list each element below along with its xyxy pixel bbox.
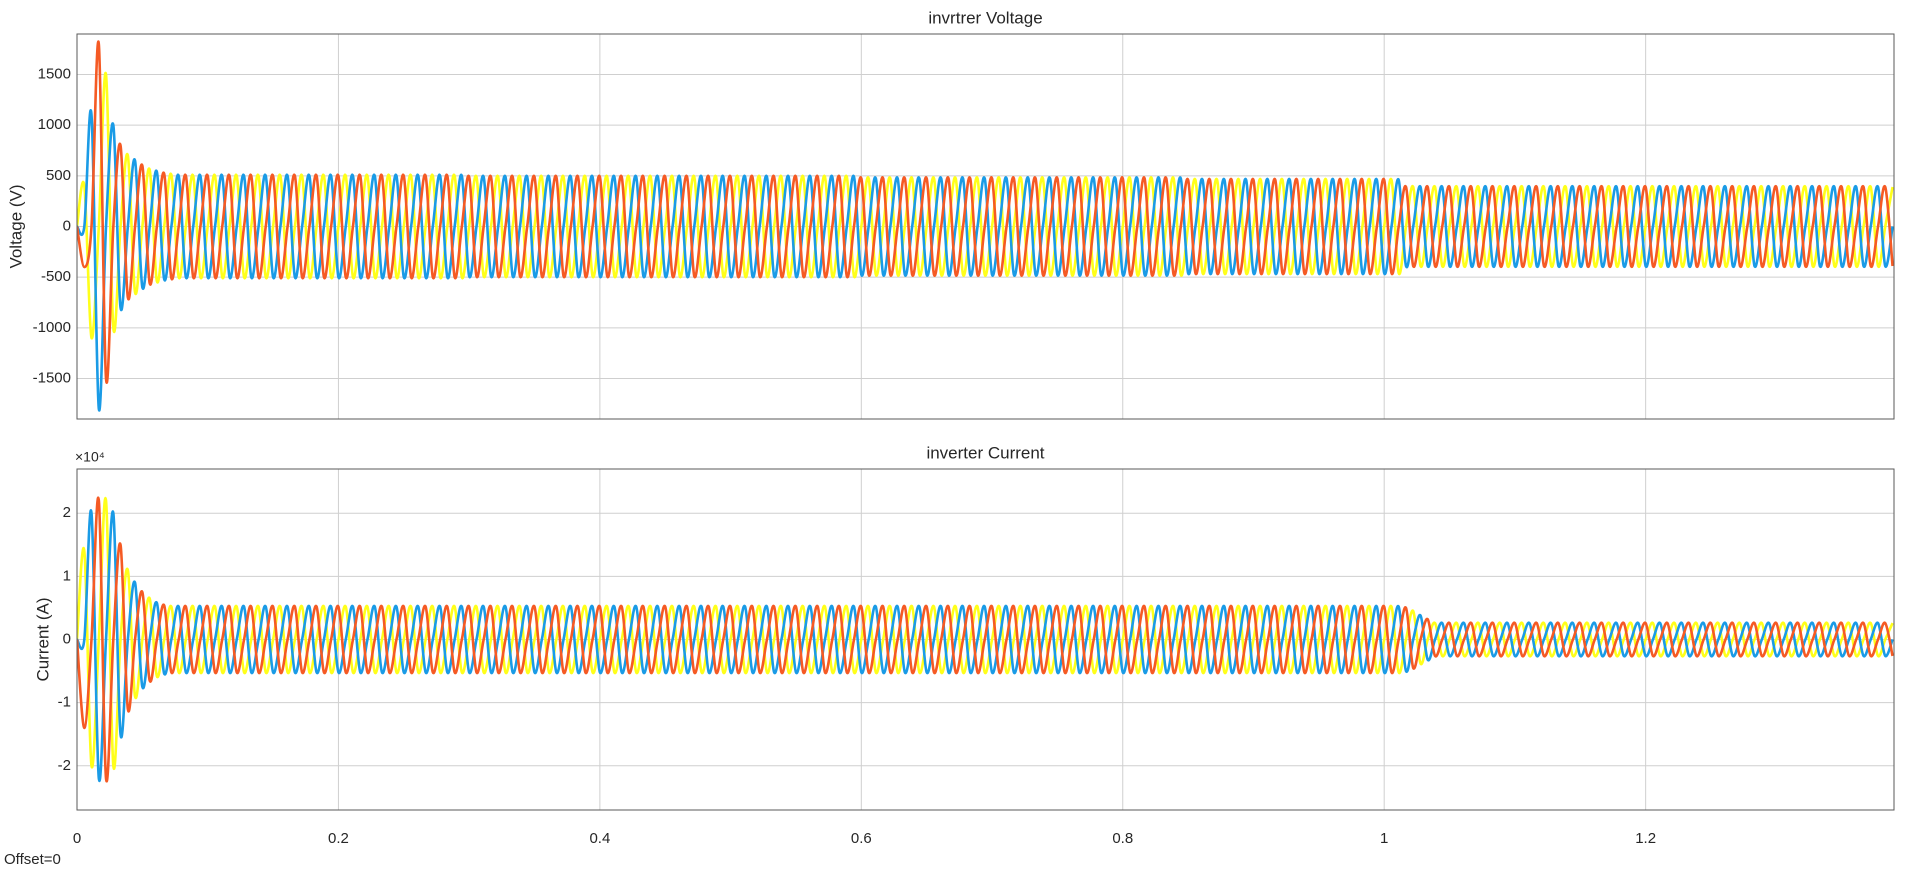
chart-title: inverter Current xyxy=(926,443,1044,462)
y-tick-label: 0 xyxy=(63,217,71,234)
x-tick-label: 0.8 xyxy=(1112,830,1133,847)
x-tick-label: 0.2 xyxy=(328,830,349,847)
series-line xyxy=(77,40,1894,384)
y-tick-label: -500 xyxy=(41,268,71,285)
y-tick-label: 2 xyxy=(63,504,71,521)
offset-label: Offset=0 xyxy=(4,851,61,868)
series-group xyxy=(77,40,1894,412)
plot-frame xyxy=(76,33,1895,420)
y-tick-label: 500 xyxy=(46,167,71,184)
y-tick-label: 1 xyxy=(63,567,71,584)
y-scale-label: ×10⁴ xyxy=(75,449,105,465)
y-tick-label: -1000 xyxy=(33,319,71,336)
y-tick-label: 1500 xyxy=(38,65,71,82)
y-axis-label: Voltage (V) xyxy=(6,184,25,268)
y-tick-label: -1 xyxy=(58,694,71,711)
y-axis-label: Current (A) xyxy=(33,597,52,681)
plot-frame xyxy=(76,468,1895,811)
x-tick-label: 1 xyxy=(1380,830,1388,847)
y-tick-label: 0 xyxy=(63,630,71,647)
y-tick-label: 1000 xyxy=(38,116,71,133)
series-line xyxy=(77,496,1894,783)
chart-title: invrtrer Voltage xyxy=(928,8,1042,27)
y-tick-label: -2 xyxy=(58,757,71,774)
series-line xyxy=(77,509,1894,783)
series-group xyxy=(77,496,1894,783)
series-line xyxy=(77,71,1894,340)
x-tick-label: 1.2 xyxy=(1635,830,1656,847)
x-tick-label: 0 xyxy=(73,830,81,847)
x-tick-label: 0.6 xyxy=(851,830,872,847)
x-tick-label: 0.4 xyxy=(589,830,610,847)
y-tick-label: -1500 xyxy=(33,369,71,386)
